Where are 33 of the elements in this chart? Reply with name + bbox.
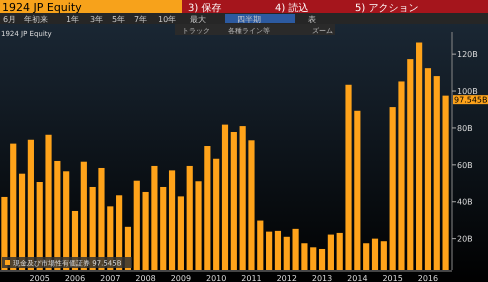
text: 7年 bbox=[134, 15, 148, 24]
text: 3) 保存 bbox=[188, 2, 222, 14]
y-tick-label: 100B bbox=[457, 87, 478, 96]
x-tick-label: 2013 bbox=[312, 274, 332, 282]
text: 5年 bbox=[112, 15, 126, 24]
text: 10年 bbox=[158, 15, 176, 24]
text: 5) アクション bbox=[355, 3, 418, 14]
text: 3年 bbox=[90, 15, 104, 24]
x-tick-label: 2010 bbox=[206, 274, 226, 282]
x-tick-label: 2016 bbox=[418, 274, 438, 282]
text: 年初来 bbox=[24, 15, 48, 24]
y-tick-label: 20B bbox=[457, 234, 473, 244]
x-tick-label: 2009 bbox=[170, 274, 192, 282]
x-tick-label: 2012 bbox=[276, 274, 297, 282]
y-tick-label: 60B bbox=[457, 160, 473, 170]
text: 四半期 bbox=[237, 15, 261, 24]
y-tick-label: 40B bbox=[457, 198, 473, 207]
x-tick-label: 2005 bbox=[30, 274, 50, 282]
x-tick-label: 2008 bbox=[135, 274, 156, 282]
text: 6月 bbox=[3, 15, 16, 24]
x-tick-label: 2011 bbox=[241, 274, 262, 282]
y-tick-label: 120B bbox=[457, 50, 478, 60]
x-tick-label: 2006 bbox=[64, 274, 86, 282]
text: 表 bbox=[308, 15, 316, 24]
x-tick-label: 2015 bbox=[382, 274, 403, 282]
text: 97.545B bbox=[454, 96, 488, 105]
x-tick-label: 2007 bbox=[100, 274, 120, 282]
text: 最大 bbox=[190, 15, 206, 24]
text: 1年 bbox=[66, 15, 80, 24]
chart-title: 1924 JP Equity bbox=[2, 1, 82, 14]
y-tick-label: 80B bbox=[457, 124, 473, 133]
x-tick-label: 2014 bbox=[347, 274, 368, 282]
text: 4) 読込 bbox=[275, 2, 308, 14]
